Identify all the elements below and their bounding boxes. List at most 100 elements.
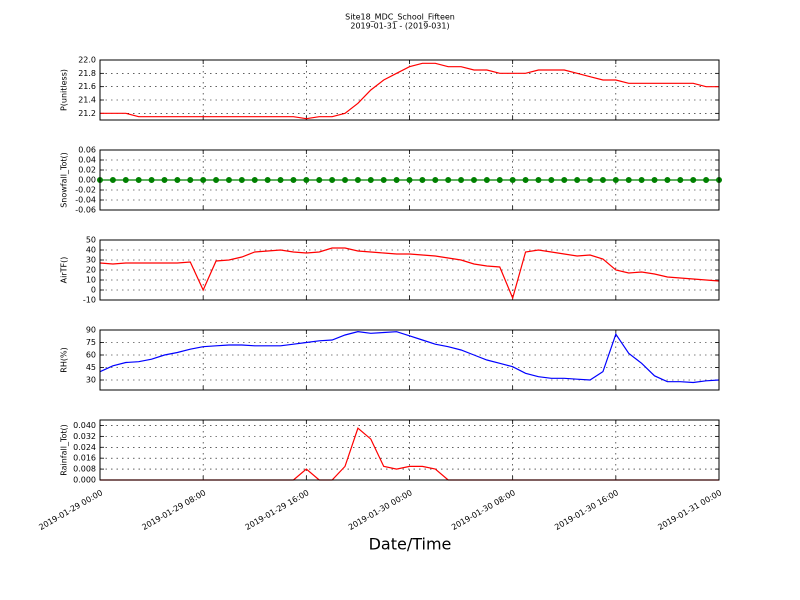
data-point xyxy=(174,177,181,183)
data-point xyxy=(483,177,490,183)
data-point xyxy=(342,177,349,183)
x-tick-label: 2019-01-29 00:00 xyxy=(37,488,104,532)
data-point xyxy=(367,177,374,183)
data-point xyxy=(277,177,284,183)
chart-subtitle: 2019-01-31 - (2019-031) xyxy=(350,22,449,31)
plot-frame xyxy=(99,59,720,121)
data-point xyxy=(470,177,477,183)
y-tick-label: 0.00 xyxy=(78,176,96,185)
y-tick-label: -10 xyxy=(83,296,96,305)
data-point xyxy=(703,177,710,183)
y-tick-label: 21.4 xyxy=(78,96,96,105)
y-tick-label: 50 xyxy=(86,236,96,245)
y-tick-label: 22.0 xyxy=(78,56,96,65)
y-tick-label: 21.2 xyxy=(78,109,96,118)
x-tick-label: 2019-01-31 00:00 xyxy=(656,488,723,532)
data-point xyxy=(122,177,129,183)
y-axis-label: RH(%) xyxy=(60,347,69,372)
data-point xyxy=(251,177,258,183)
data-point xyxy=(213,177,220,183)
y-tick-label: 0.016 xyxy=(73,454,96,463)
data-point xyxy=(290,177,297,183)
y-tick-label: 0.040 xyxy=(73,421,96,430)
y-tick-label: 75 xyxy=(86,338,96,347)
data-point xyxy=(677,177,684,183)
data-point xyxy=(329,177,336,183)
y-tick-label: 0 xyxy=(91,286,96,295)
y-axis-label: Rainfall_Tot() xyxy=(60,424,69,476)
data-point xyxy=(109,177,116,183)
y-tick-label: 10 xyxy=(86,276,96,285)
x-tick-label: 2019-01-29 16:00 xyxy=(244,488,311,532)
data-point xyxy=(690,177,697,183)
y-tick-label: 0.02 xyxy=(78,166,96,175)
data-point xyxy=(445,177,452,183)
y-tick-label: 21.8 xyxy=(78,69,96,78)
data-point xyxy=(406,177,413,183)
data-line xyxy=(99,331,720,384)
data-point xyxy=(612,177,619,183)
data-point xyxy=(587,177,594,183)
plot-frame xyxy=(99,419,720,481)
data-point xyxy=(393,177,400,183)
y-tick-label: -0.06 xyxy=(75,206,96,215)
y-tick-label: 0.024 xyxy=(73,443,96,452)
y-tick-label: 90 xyxy=(86,326,96,335)
data-point xyxy=(664,177,671,183)
data-point xyxy=(225,177,232,183)
y-tick-label: 45 xyxy=(86,363,96,372)
data-line xyxy=(99,247,720,300)
y-tick-label: 60 xyxy=(86,351,96,360)
data-point xyxy=(303,177,310,183)
x-tick-label: 2019-01-30 08:00 xyxy=(450,488,517,532)
data-point xyxy=(187,177,194,183)
y-axis-label: P(unitless) xyxy=(60,69,69,111)
data-point xyxy=(548,177,555,183)
x-axis-label: Date/Time xyxy=(369,535,452,554)
data-point xyxy=(316,177,323,183)
data-point xyxy=(599,177,606,183)
y-tick-label: 0.032 xyxy=(73,432,96,441)
y-tick-label: 20 xyxy=(86,266,96,275)
data-point xyxy=(354,177,361,183)
chart-title: Site18_MDC_School_Fifteen xyxy=(345,13,455,22)
plot-frame xyxy=(99,149,720,211)
data-line xyxy=(100,62,719,120)
data-point xyxy=(148,177,155,183)
y-tick-label: 30 xyxy=(86,256,96,265)
data-point xyxy=(651,177,658,183)
data-point xyxy=(238,177,245,183)
x-tick-label: 2019-01-29 08:00 xyxy=(140,488,207,532)
x-tick-label: 2019-01-30 00:00 xyxy=(347,488,414,532)
x-tick-label: 2019-01-30 16:00 xyxy=(553,488,620,532)
data-point xyxy=(522,177,529,183)
y-axis-label: AirTF() xyxy=(60,257,69,284)
y-tick-label: 30 xyxy=(86,376,96,385)
y-tick-label: 0.000 xyxy=(73,476,96,485)
y-tick-label: 40 xyxy=(86,246,96,255)
data-point xyxy=(638,177,645,183)
data-point xyxy=(574,177,581,183)
data-point xyxy=(496,177,503,183)
y-tick-label: 0.04 xyxy=(78,156,96,165)
data-point xyxy=(535,177,542,183)
data-point xyxy=(561,177,568,183)
data-point xyxy=(161,177,168,183)
data-point xyxy=(419,177,426,183)
y-tick-label: 21.6 xyxy=(78,82,96,91)
y-tick-label: -0.04 xyxy=(75,196,96,205)
data-point xyxy=(200,177,207,183)
data-point xyxy=(509,177,516,183)
y-tick-label: 0.06 xyxy=(78,146,96,155)
data-point xyxy=(264,177,271,183)
data-point xyxy=(432,177,439,183)
data-point xyxy=(380,177,387,183)
plot-frame xyxy=(99,329,720,391)
y-tick-label: 0.008 xyxy=(73,465,96,474)
data-point xyxy=(625,177,632,183)
y-axis-label: Snowfall_Tot() xyxy=(60,152,69,208)
data-point xyxy=(458,177,465,183)
plot-frame xyxy=(99,239,720,301)
